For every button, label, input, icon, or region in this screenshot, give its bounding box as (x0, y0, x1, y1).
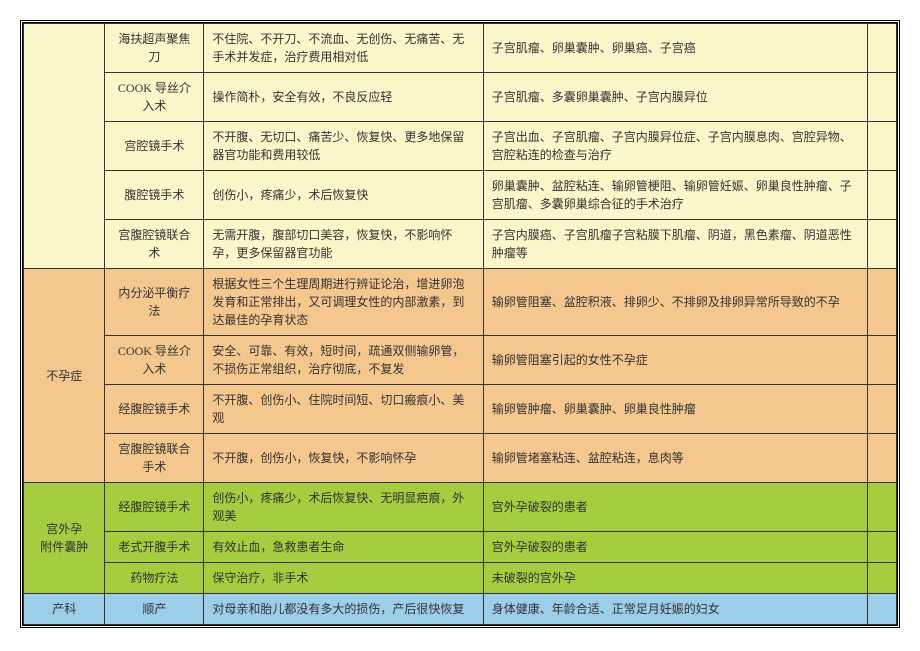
description-cell: 无需开腹，腹部切口美容，恢复快，不影响怀孕，更多保留器官功能 (204, 220, 483, 269)
indication-cell: 宫外孕破裂的患者 (483, 483, 867, 532)
method-cell: 顺产 (105, 594, 204, 625)
empty-cell (867, 220, 896, 269)
indication-cell: 子宫肌瘤、多囊卵巢囊肿、子宫内膜异位 (483, 73, 867, 122)
indication-cell: 未破裂的宫外孕 (483, 563, 867, 594)
description-cell: 操作简朴，安全有效，不良反应轻 (204, 73, 483, 122)
description-cell: 安全、可靠、有效，短时间，疏通双侧输卵管，不损伤正常组织，治疗彻底，不复发 (204, 336, 483, 385)
category-cell: 宫外孕附件囊肿 (24, 483, 105, 594)
indication-cell: 输卵管阻塞引起的女性不孕症 (483, 336, 867, 385)
method-cell: 宫腹腔镜联合术 (105, 220, 204, 269)
table: 海扶超声聚焦刀不住院、不开刀、不流血、无创伤、无痛苦、无手术并发症，治疗费用相对… (23, 23, 897, 625)
indication-cell: 宫外孕破裂的患者 (483, 532, 867, 563)
indication-cell: 卵巢囊肿、盆腔粘连、输卵管梗阻、输卵管妊娠、卵巢良性肿瘤、子宫肌瘤、多囊卵巢综合… (483, 171, 867, 220)
table-row: 宫外孕附件囊肿经腹腔镜手术创伤小，疼痛少，术后恢复快、无明显疤痕，外观美宫外孕破… (24, 483, 897, 532)
description-cell: 不开腹，创伤小，恢复快，不影响怀孕 (204, 434, 483, 483)
indication-cell: 输卵管阻塞、盆腔积液、排卵少、不排卵及排卵异常所导致的不孕 (483, 269, 867, 336)
empty-cell (867, 24, 896, 73)
table-row: 宫腔镜手术不开腹、无切口、痛苦少、恢复快、更多地保留器官功能和费用较低子宫出血、… (24, 122, 897, 171)
indication-cell: 子宫肌瘤、卵巢囊肿、卵巢癌、子宫癌 (483, 24, 867, 73)
empty-cell (867, 563, 896, 594)
indication-cell: 子宫出血、子宫肌瘤、子宫内膜异位症、子宫内膜息肉、宫腔异物、宫腔粘连的检查与治疗 (483, 122, 867, 171)
method-cell: 宫腹腔镜联合手术 (105, 434, 204, 483)
method-cell: 经腹腔镜手术 (105, 385, 204, 434)
method-cell: 老式开腹手术 (105, 532, 204, 563)
table-row: 经腹腔镜手术不开腹、创伤小、住院时间短、切口瘢痕小、美观输卵管肿瘤、卵巢囊肿、卵… (24, 385, 897, 434)
method-cell: 内分泌平衡疗法 (105, 269, 204, 336)
category-cell (24, 24, 105, 269)
empty-cell (867, 73, 896, 122)
method-cell: COOK 导丝介入术 (105, 336, 204, 385)
empty-cell (867, 532, 896, 563)
empty-cell (867, 594, 896, 625)
description-cell: 创伤小，疼痛少，术后恢复快 (204, 171, 483, 220)
empty-cell (867, 122, 896, 171)
table-row: COOK 导丝介入术操作简朴，安全有效，不良反应轻子宫肌瘤、多囊卵巢囊肿、子宫内… (24, 73, 897, 122)
description-cell: 不住院、不开刀、不流血、无创伤、无痛苦、无手术并发症，治疗费用相对低 (204, 24, 483, 73)
table-row: 宫腹腔镜联合手术不开腹，创伤小，恢复快，不影响怀孕输卵管堵塞粘连、盆腔粘连，息肉… (24, 434, 897, 483)
description-cell: 不开腹、创伤小、住院时间短、切口瘢痕小、美观 (204, 385, 483, 434)
category-cell: 不孕症 (24, 269, 105, 483)
category-cell: 产科 (24, 594, 105, 625)
description-cell: 有效止血，急救患者生命 (204, 532, 483, 563)
medical-methods-table: 海扶超声聚焦刀不住院、不开刀、不流血、无创伤、无痛苦、无手术并发症，治疗费用相对… (20, 20, 900, 628)
description-cell: 根据女性三个生理周期进行辨证论治，增进卵泡发育和正常排出，又可调理女性的内部激素… (204, 269, 483, 336)
description-cell: 对母亲和胎儿都没有多大的损伤，产后很快恢复 (204, 594, 483, 625)
empty-cell (867, 269, 896, 336)
table-row: 宫腹腔镜联合术无需开腹，腹部切口美容，恢复快，不影响怀孕，更多保留器官功能子宫内… (24, 220, 897, 269)
table-row: 不孕症内分泌平衡疗法根据女性三个生理周期进行辨证论治，增进卵泡发育和正常排出，又… (24, 269, 897, 336)
description-cell: 创伤小，疼痛少，术后恢复快、无明显疤痕，外观美 (204, 483, 483, 532)
empty-cell (867, 385, 896, 434)
table-row: 老式开腹手术有效止血，急救患者生命宫外孕破裂的患者 (24, 532, 897, 563)
indication-cell: 输卵管堵塞粘连、盆腔粘连，息肉等 (483, 434, 867, 483)
table-row: 腹腔镜手术创伤小，疼痛少，术后恢复快卵巢囊肿、盆腔粘连、输卵管梗阻、输卵管妊娠、… (24, 171, 897, 220)
method-cell: COOK 导丝介入术 (105, 73, 204, 122)
empty-cell (867, 434, 896, 483)
description-cell: 不开腹、无切口、痛苦少、恢复快、更多地保留器官功能和费用较低 (204, 122, 483, 171)
method-cell: 海扶超声聚焦刀 (105, 24, 204, 73)
empty-cell (867, 483, 896, 532)
method-cell: 腹腔镜手术 (105, 171, 204, 220)
empty-cell (867, 171, 896, 220)
description-cell: 保守治疗，非手术 (204, 563, 483, 594)
empty-cell (867, 336, 896, 385)
method-cell: 药物疗法 (105, 563, 204, 594)
table-row: 药物疗法保守治疗，非手术未破裂的宫外孕 (24, 563, 897, 594)
table-row: 海扶超声聚焦刀不住院、不开刀、不流血、无创伤、无痛苦、无手术并发症，治疗费用相对… (24, 24, 897, 73)
method-cell: 宫腔镜手术 (105, 122, 204, 171)
method-cell: 经腹腔镜手术 (105, 483, 204, 532)
table-row: COOK 导丝介入术安全、可靠、有效，短时间，疏通双侧输卵管，不损伤正常组织，治… (24, 336, 897, 385)
indication-cell: 输卵管肿瘤、卵巢囊肿、卵巢良性肿瘤 (483, 385, 867, 434)
indication-cell: 身体健康、年龄合适、正常足月妊娠的妇女 (483, 594, 867, 625)
indication-cell: 子宫内膜癌、子宫肌瘤子宫粘膜下肌瘤、阴道，黑色素瘤、阴道恶性肿瘤等 (483, 220, 867, 269)
table-row: 产科顺产对母亲和胎儿都没有多大的损伤，产后很快恢复身体健康、年龄合适、正常足月妊… (24, 594, 897, 625)
